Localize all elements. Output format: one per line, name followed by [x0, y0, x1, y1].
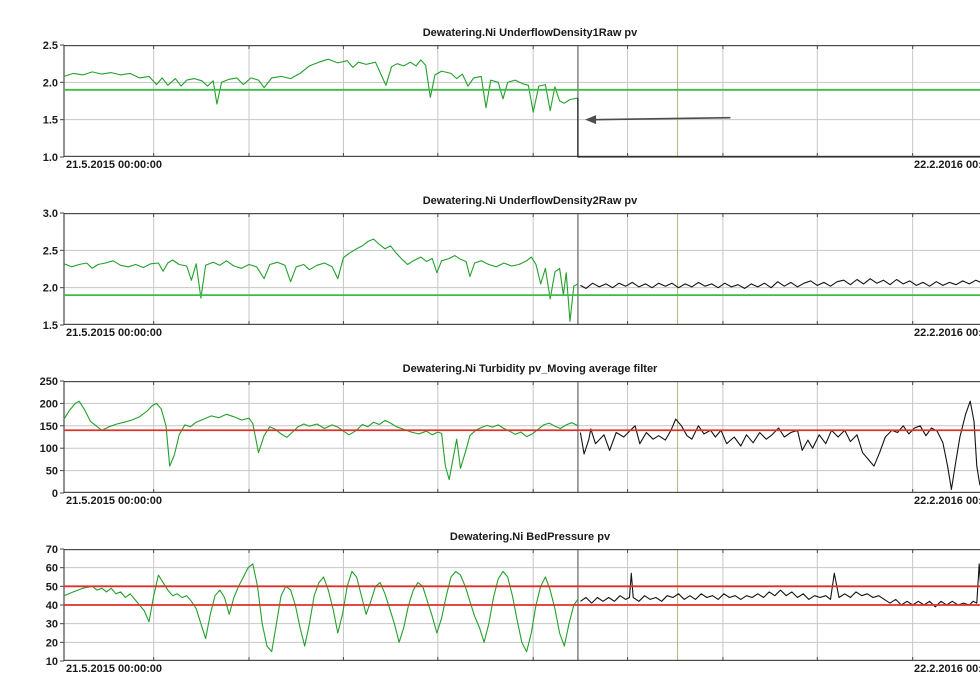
plot-frame	[63, 213, 980, 326]
annotation-arrow-head	[585, 115, 597, 125]
chart-title: Dewatering.Ni UnderflowDensity1Raw pv	[422, 27, 638, 39]
x-axis-end-label: 22.2.2016 00:00:00	[913, 159, 980, 171]
y-tick-label: 30	[46, 619, 58, 631]
y-tick-label: 20	[46, 637, 58, 649]
x-axis-end-label: 22.2.2016 00:00:00	[913, 327, 980, 339]
plot-area-underflow-density1-raw: 1.0 1.5 2.0 2.5	[43, 40, 980, 164]
y-tick-label: 2.0	[43, 77, 58, 89]
y-tick-label: 50	[46, 581, 58, 593]
x-axis-labels: 21.5.2015 00:00:00 22.2.2016 00:00:00	[40, 495, 980, 511]
x-axis-end-label: 22.2.2016 00:00:00	[913, 663, 980, 675]
y-tick-label: 70	[46, 544, 58, 556]
y-tick-label: 250	[40, 376, 58, 388]
series-black-line	[577, 98, 980, 158]
x-axis-start-label: 21.5.2015 00:00:00	[66, 663, 163, 675]
plot-frame	[63, 45, 980, 158]
chart-turbidity-moving-average: Dewatering.Ni Turbidity pv_Moving averag…	[40, 360, 980, 512]
y-tick-label: 200	[40, 398, 58, 410]
plot-area-underflow-density2-raw: 1.5 2.0 2.5 3.0	[43, 208, 980, 332]
series-black-line	[579, 400, 980, 490]
series-green-line	[63, 58, 579, 113]
x-axis-start-label: 21.5.2015 00:00:00	[66, 495, 163, 507]
plot-frame	[63, 381, 980, 494]
series-green-line	[63, 400, 579, 481]
y-tick-label: 40	[46, 600, 58, 612]
y-tick-label: 1.5	[43, 320, 58, 332]
chart-underflow-density1-raw: Dewatering.Ni UnderflowDensity1Raw pv 1.…	[40, 24, 980, 176]
y-tick-label: 2.5	[43, 40, 58, 52]
plot-area-turbidity-moving-average: 0 50 100 150 200 250	[40, 376, 980, 500]
y-tick-label: 2.5	[43, 245, 58, 257]
y-tick-label: 3.0	[43, 208, 58, 220]
x-axis-labels: 21.5.2015 00:00:00 22.2.2016 00:00:00	[40, 327, 980, 343]
x-axis-start-label: 21.5.2015 00:00:00	[66, 327, 163, 339]
y-tick-label: 1.5	[43, 115, 58, 127]
series-black-line	[580, 278, 980, 289]
chart-title: Dewatering.Ni Turbidity pv_Moving averag…	[402, 363, 658, 375]
y-tick-label: 0	[52, 488, 58, 500]
x-axis-start-label: 21.5.2015 00:00:00	[66, 159, 163, 171]
chart-title: Dewatering.Ni UnderflowDensity2Raw pv	[422, 195, 638, 207]
y-tick-label: 150	[40, 421, 58, 433]
series-black-line	[580, 563, 980, 608]
chart-title: Dewatering.Ni BedPressure pv	[449, 531, 611, 543]
y-tick-label: 60	[46, 563, 58, 575]
series-green-line	[63, 563, 579, 653]
x-axis-end-label: 22.2.2016 00:00:00	[913, 495, 980, 507]
x-axis-labels: 21.5.2015 00:00:00 22.2.2016 00:00:00	[40, 159, 980, 175]
annotation-arrow-shaft	[593, 116, 731, 121]
x-axis-labels: 21.5.2015 00:00:00 22.2.2016 00:00:00	[40, 663, 980, 679]
chart-bed-pressure: Dewatering.Ni BedPressure pv 10 20 30 40 50 6…	[40, 528, 980, 680]
y-tick-label: 100	[40, 443, 58, 455]
y-tick-label: 1.0	[43, 152, 58, 164]
y-tick-label: 2.0	[43, 283, 58, 295]
chart-underflow-density2-raw: Dewatering.Ni UnderflowDensity2Raw pv 1.…	[40, 192, 980, 344]
series-green-line	[63, 238, 579, 322]
y-tick-label: 50	[46, 466, 58, 478]
